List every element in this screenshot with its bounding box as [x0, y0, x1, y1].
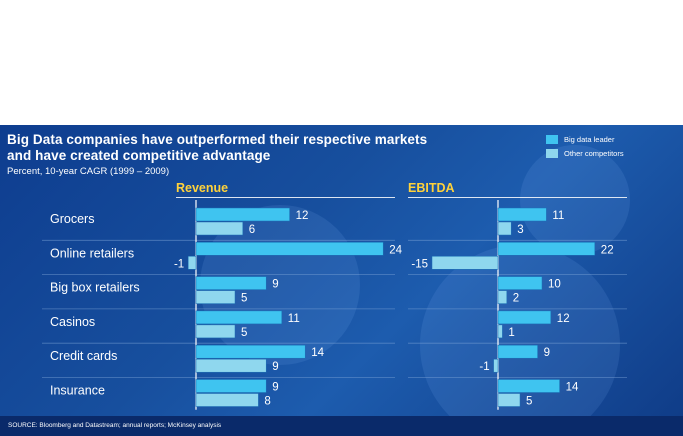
ebitda-leader-credit-cards-bar	[497, 344, 538, 359]
revenue-others-online-retailers-bar	[187, 256, 197, 270]
revenue-leader-grocers-value-label: 12	[296, 210, 309, 222]
revenue-others-online-retailers-value-label: -1	[174, 258, 184, 270]
ebitda-others-big-box-retailers-value-label: 2	[513, 293, 519, 305]
ebitda-others-grocers-value-label: 3	[517, 224, 523, 236]
category-label-credit-cards: Credit cards	[50, 349, 117, 363]
legend-item-leader: Big data leader	[546, 135, 614, 144]
ebitda-leader-online-retailers-value-label: 22	[601, 244, 614, 256]
revenue-others-big-box-retailers-value-label: 5	[241, 293, 247, 305]
ebitda-panel-rule	[408, 197, 627, 198]
ebitda-leader-grocers-bar	[497, 207, 547, 222]
legend-item-others: Other competitors	[546, 149, 624, 158]
ebitda-others-credit-cards-value-label: -1	[479, 361, 489, 373]
revenue-leader-casinos-bar	[195, 310, 283, 325]
ebitda-leader-casinos-value-label: 12	[557, 313, 570, 325]
ebitda-others-big-box-retailers-bar	[497, 290, 508, 304]
revenue-panel-rule	[176, 197, 395, 198]
ebitda-others-insurance-bar	[497, 393, 521, 407]
ebitda-others-online-retailers-value-label: -15	[411, 258, 428, 270]
ebitda-leader-insurance-bar	[497, 379, 560, 393]
revenue-others-insurance-bar	[195, 393, 259, 407]
ebitda-leader-big-box-retailers-value-label: 10	[548, 279, 561, 291]
ebitda-others-credit-cards-bar	[493, 358, 499, 373]
revenue-leader-casinos-value-label: 11	[288, 313, 300, 325]
ebitda-leader-casinos-bar	[497, 310, 552, 325]
category-label-insurance: Insurance	[50, 384, 105, 398]
revenue-leader-online-retailers-value-label: 24	[389, 244, 402, 256]
source-bar: SOURCE: Bloomberg and Datastream; annual…	[0, 416, 683, 436]
ebitda-leader-credit-cards-value-label: 9	[544, 347, 550, 359]
revenue-leader-big-box-retailers-value-label: 9	[272, 279, 278, 291]
revenue-others-big-box-retailers-bar	[195, 290, 236, 304]
ebitda-leader-insurance-value-label: 14	[566, 382, 579, 394]
chart-slide: Big Data companies have outperformed the…	[0, 125, 683, 436]
revenue-leader-grocers-bar	[195, 207, 290, 222]
bar-chart-plot: Grocers Online retailers Big box retailers…	[42, 200, 627, 410]
category-label-big-box-retailers: Big box retailers	[50, 281, 140, 295]
ebitda-others-insurance-value-label: 5	[526, 396, 532, 408]
ebitda-panel-title: EBITDA	[408, 181, 455, 195]
legend-label-others: Other competitors	[564, 149, 624, 158]
ebitda-others-casinos-bar	[497, 324, 503, 339]
revenue-leader-insurance-value-label: 9	[272, 382, 278, 394]
ebitda-others-casinos-value-label: 1	[508, 327, 514, 339]
source-note: SOURCE: Bloomberg and Datastream; annual…	[8, 422, 222, 429]
legend-swatch-others	[546, 149, 558, 158]
revenue-leader-credit-cards-bar	[195, 344, 306, 359]
chart-title-line2: and have created competitive advantage	[7, 148, 271, 163]
ebitda-leader-grocers-value-label: 11	[552, 210, 564, 222]
ebitda-others-grocers-bar	[497, 221, 512, 236]
legend-swatch-leader	[546, 135, 558, 144]
revenue-leader-credit-cards-value-label: 14	[311, 347, 324, 359]
revenue-others-grocers-bar	[195, 221, 244, 236]
legend-label-leader: Big data leader	[564, 135, 615, 144]
revenue-panel-title: Revenue	[176, 181, 229, 195]
revenue-others-grocers-value-label: 6	[249, 224, 255, 236]
revenue-others-casinos-bar	[195, 324, 236, 339]
ebitda-leader-online-retailers-bar	[497, 242, 596, 256]
revenue-others-credit-cards-bar	[195, 358, 267, 373]
chart-title-line1: Big Data companies have outperformed the…	[7, 132, 428, 147]
ebitda-others-online-retailers-bar	[431, 256, 499, 270]
background-decoration	[520, 145, 630, 255]
revenue-others-insurance-value-label: 8	[264, 396, 270, 408]
revenue-leader-big-box-retailers-bar	[195, 276, 267, 290]
ebitda-leader-big-box-retailers-bar	[497, 276, 543, 290]
revenue-others-credit-cards-value-label: 9	[272, 361, 278, 373]
revenue-leader-insurance-bar	[195, 379, 267, 393]
revenue-others-casinos-value-label: 5	[241, 327, 247, 339]
revenue-leader-online-retailers-bar	[195, 242, 384, 256]
category-label-casinos: Casinos	[50, 315, 95, 329]
chart-subtitle: Percent, 10-year CAGR (1999 – 2009)	[7, 166, 170, 177]
category-label-grocers: Grocers	[50, 212, 94, 226]
category-label-online-retailers: Online retailers	[50, 246, 134, 260]
